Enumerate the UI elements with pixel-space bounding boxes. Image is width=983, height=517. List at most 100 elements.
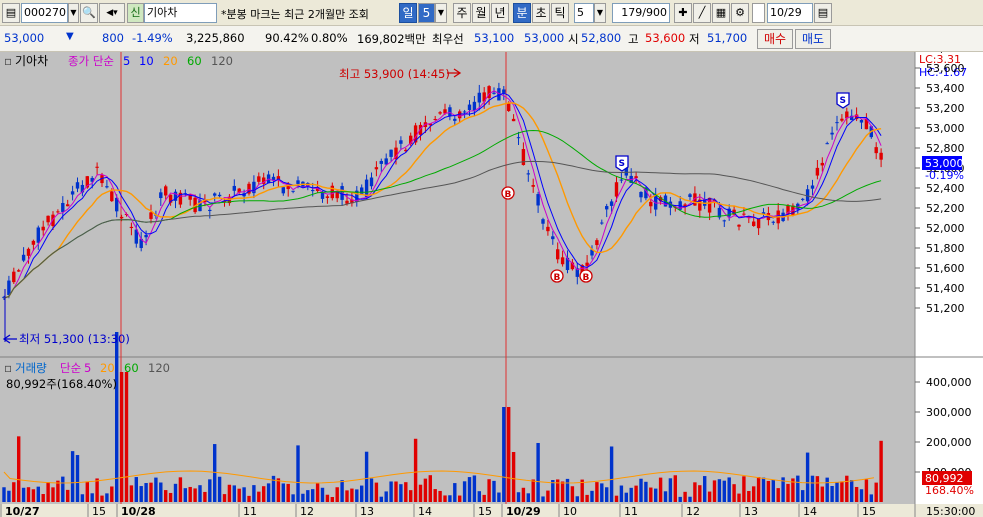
sell-button[interactable]: 매도 (795, 29, 831, 49)
search-icon[interactable]: 🔍 (80, 3, 98, 23)
svg-text:B: B (583, 273, 590, 283)
volume-bars (2, 332, 883, 502)
candle-body (315, 187, 320, 191)
candle-body (350, 199, 354, 204)
date-field[interactable]: 10/29 (767, 3, 813, 23)
chart-background (0, 52, 915, 504)
candle-body (879, 152, 883, 160)
volume-bar (565, 478, 570, 502)
count-field[interactable]: 179/900 (612, 3, 670, 23)
volume-bar (663, 491, 668, 502)
day-count-dropdown-icon[interactable]: ▼ (435, 3, 447, 23)
volume-bar (575, 496, 579, 502)
print-icon[interactable]: ▦ (712, 3, 730, 23)
volume-axis-label: 300,000 (926, 406, 972, 419)
candle-body (21, 254, 26, 261)
high-arrow-icon (447, 68, 462, 78)
volume-bar (801, 490, 805, 502)
code-input[interactable]: 000270 (21, 3, 68, 23)
volume-bar (693, 482, 697, 502)
volume-bar (791, 478, 795, 502)
volume-bar (325, 494, 330, 502)
volume-bar (511, 451, 516, 502)
candle-body (810, 185, 815, 189)
day-count[interactable]: 5 (418, 3, 435, 23)
candle-body (66, 204, 70, 207)
volume-bar (453, 483, 457, 502)
volume-bar (124, 372, 129, 502)
volume-bar (418, 484, 423, 502)
volume-bar (178, 477, 183, 502)
volume-bar (198, 485, 202, 502)
candle-body (546, 226, 550, 232)
volume-bar (507, 407, 511, 502)
period-month[interactable]: 월 (472, 3, 490, 23)
time-axis-label: 15 (862, 505, 876, 517)
volume-bar (315, 483, 320, 502)
price-axis-labels: 53,80053,60053,40053,20053,00052,80052,6… (915, 52, 965, 315)
period-year[interactable]: 년 (491, 3, 509, 23)
menu-icon[interactable]: ▤ (2, 3, 20, 23)
period-minute[interactable]: 분 (513, 3, 531, 23)
period-second[interactable]: 초 (532, 3, 550, 23)
draw-tool-icon[interactable]: ╱ (693, 3, 711, 23)
best-bid: 53,000 (524, 31, 565, 45)
volume-bar (21, 487, 26, 502)
candle-body (786, 205, 790, 214)
candle-body (26, 248, 31, 256)
volume-bar (41, 494, 45, 502)
candle-body (575, 268, 579, 277)
stock-name-field[interactable]: 기아차 (144, 3, 217, 23)
settings-gear-icon[interactable]: ⚙ (731, 3, 749, 23)
candle-body (110, 191, 114, 202)
volume-bar (242, 487, 246, 502)
current-change-tag: -0.19% (925, 169, 964, 182)
candle-body (600, 222, 604, 224)
candle-body (237, 188, 241, 193)
volume-bar (252, 485, 256, 502)
volume-bar (644, 481, 648, 502)
code-dropdown-icon[interactable]: ▼ (68, 3, 79, 23)
time-label: 15:30:00 (926, 505, 975, 517)
buy-button[interactable]: 매수 (757, 29, 793, 49)
sell-signal-mark: S (836, 92, 850, 109)
date-checkbox[interactable] (752, 3, 765, 23)
volume-bar (105, 493, 109, 502)
candle-body (747, 216, 751, 218)
candle-body (864, 118, 869, 130)
candle-body (100, 175, 104, 184)
candle-body (727, 208, 731, 217)
candle-body (222, 200, 227, 203)
stock-chart[interactable]: ▫ 기아차 종가 단순 5 10 20 60 120 ▫ 거래량 단순 5 20 60 120 80… (0, 52, 983, 517)
candle-body (472, 101, 477, 111)
signal-marks: B B B S S (501, 92, 850, 283)
buy-signal-mark: B (550, 269, 564, 283)
chart-add-icon[interactable]: ✚ (674, 3, 692, 23)
price-axis-label: 53,400 (926, 82, 965, 95)
candle-body (404, 149, 408, 152)
volume-bar (227, 484, 232, 502)
candle-body (526, 173, 530, 175)
period-tick[interactable]: 틱 (551, 3, 569, 23)
volume-bar (413, 438, 418, 502)
volume-bar (678, 496, 682, 502)
period-day[interactable]: 일 (399, 3, 417, 23)
speaker-icon[interactable]: ◀▾ (99, 3, 125, 23)
volume-bar (516, 492, 521, 502)
candle-body (399, 140, 403, 144)
volume-bar (654, 488, 658, 502)
volume-bar (433, 489, 437, 502)
candle-body (507, 103, 511, 111)
volume-bar (742, 476, 746, 502)
time-axis-label: 10/29 (506, 505, 541, 517)
interval-input[interactable]: 5 (574, 3, 594, 23)
candle-body (845, 111, 849, 119)
volume-legend-item: 5 (84, 361, 91, 375)
candle-body (433, 118, 437, 120)
calendar-icon[interactable]: ▤ (814, 3, 832, 23)
volume-bar (497, 492, 501, 502)
price-legend-item: 120 (211, 54, 233, 68)
volume-bar (311, 489, 315, 502)
period-week[interactable]: 주 (453, 3, 471, 23)
interval-dropdown-icon[interactable]: ▼ (594, 3, 606, 23)
